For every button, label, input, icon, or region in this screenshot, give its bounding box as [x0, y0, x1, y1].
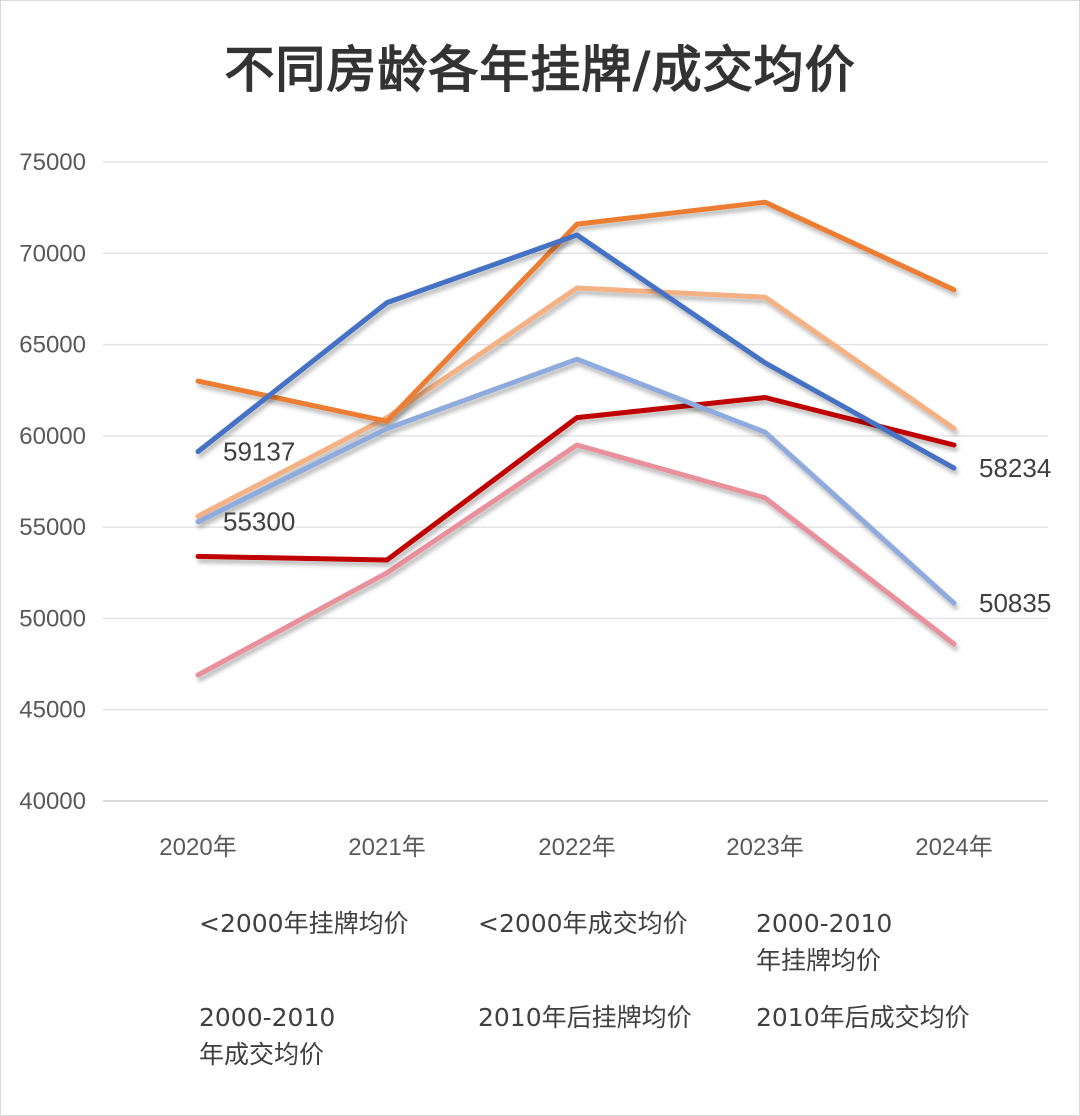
y-tick-label: 40000 [19, 788, 86, 815]
series-line-0 [195, 232, 957, 471]
series-lines [195, 199, 957, 678]
y-axis: 40000 45000 50000 55000 60000 65000 70000 75000 [19, 149, 86, 815]
legend: <2000年挂牌均价 <2000年成交均价 2000-2010年挂牌均价2000-2… [133, 909, 970, 1069]
y-tick-label: 55000 [19, 514, 86, 541]
x-axis: 2020年 2021年 2022年 2023年 2024年 [159, 834, 992, 861]
legend-label: 年成交均价 [199, 1040, 324, 1069]
legend-item-4: 2010年后挂牌均价 [412, 1003, 692, 1032]
y-tick-label: 50000 [19, 605, 86, 632]
legend-item-1: <2000年成交均价 [412, 909, 688, 938]
legend-label: <2000年成交均价 [478, 909, 688, 938]
x-tick-label: 2022年 [538, 834, 615, 861]
legend-item-0: <2000年挂牌均价 [133, 909, 409, 938]
x-tick-label: 2021年 [348, 834, 425, 861]
legend-item-5: 2010年后成交均价 [690, 1003, 970, 1032]
chart-title: 不同房龄各年挂牌/成交均价 [224, 41, 856, 99]
legend-label: 2010年后成交均价 [756, 1003, 970, 1032]
legend-label: 2000-2010 [756, 909, 892, 938]
legend-item-3: 2000-2010 年成交均价 [133, 1003, 335, 1069]
data-label: 58234 [979, 453, 1051, 483]
y-tick-label: 70000 [19, 240, 86, 267]
x-tick-label: 2024年 [915, 834, 992, 861]
series-line-1 [195, 356, 957, 606]
series-line-3 [195, 285, 957, 519]
y-tick-label: 45000 [19, 697, 86, 724]
y-tick-label: 60000 [19, 423, 86, 450]
x-tick-label: 2020年 [159, 834, 236, 861]
legend-label: 2000-2010 [199, 1003, 335, 1032]
series-line-5 [195, 442, 957, 678]
y-tick-label: 75000 [19, 149, 86, 176]
data-label: 50835 [979, 588, 1051, 618]
data-label: 59137 [223, 437, 295, 467]
x-tick-label: 2023年 [726, 834, 803, 861]
series-line-4 [195, 395, 957, 563]
grid [103, 161, 1048, 802]
data-labels: 59137 55300 58234 50835 [223, 437, 1051, 619]
legend-label: 年挂牌均价 [756, 946, 881, 975]
series-line-2 [195, 199, 957, 424]
legend-label: <2000年挂牌均价 [199, 909, 409, 938]
legend-item-2: 2000-2010 年挂牌均价 [690, 909, 892, 975]
data-label: 55300 [223, 507, 295, 537]
y-tick-label: 65000 [19, 332, 86, 359]
legend-label: 2010年后挂牌均价 [478, 1003, 692, 1032]
